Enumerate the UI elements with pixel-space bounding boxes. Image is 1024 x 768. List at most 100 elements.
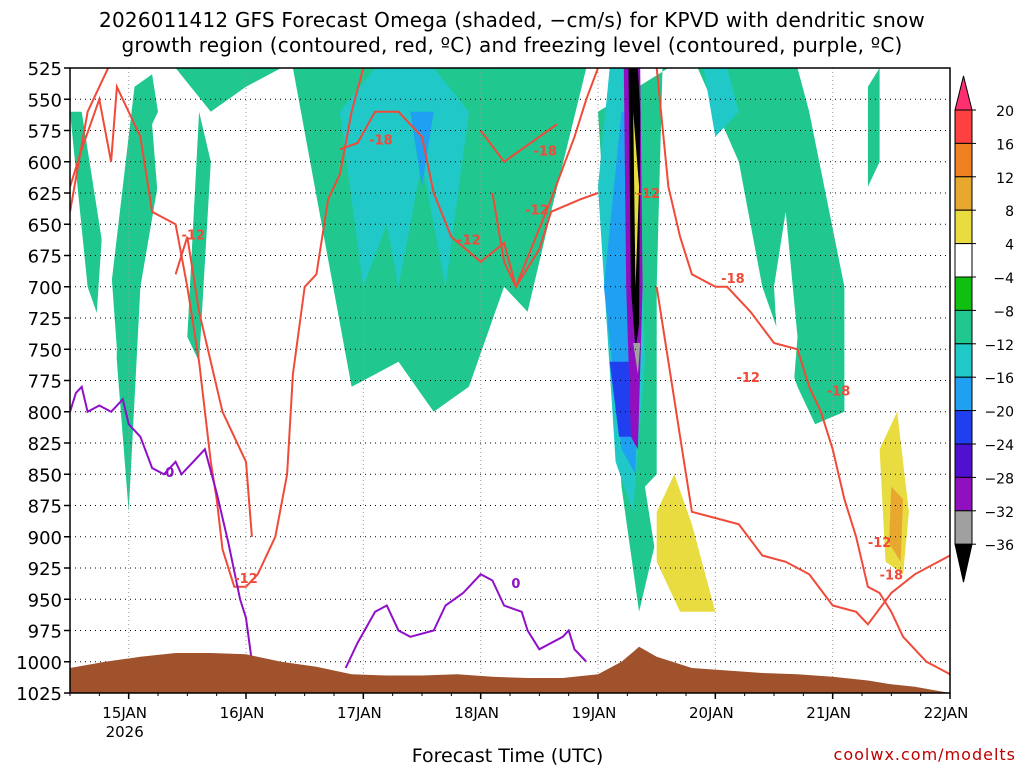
y-tick-label-725: 725 <box>28 309 62 330</box>
dgz-label-8: -18 <box>827 385 851 400</box>
y-tick-label-575: 575 <box>28 122 62 143</box>
colorbar-label-9: −20 <box>984 405 1014 421</box>
y-tick-label-600: 600 <box>28 153 62 174</box>
omega-shading <box>70 68 945 675</box>
y-tick-label-900: 900 <box>28 528 62 549</box>
dgz-label-10: -18 <box>880 568 904 583</box>
colorbar-label-0: 20 <box>996 104 1014 120</box>
colorbar-label-4: 4 <box>1005 238 1014 254</box>
colorbar-label-2: 12 <box>996 171 1014 187</box>
omega-region--8-0 <box>70 74 164 512</box>
dgz-label-6: -18 <box>721 272 745 287</box>
y-tick-label-750: 750 <box>28 340 62 361</box>
omega-region-4-7 <box>644 286 945 675</box>
omega-region--32-0 <box>633 343 641 375</box>
colorbar-swatch-9 <box>954 376 973 412</box>
x-tick-label-21JAN: 21JAN <box>806 704 851 722</box>
colorbar-swatch-8 <box>954 343 973 378</box>
dgz-label-2: -12 <box>457 233 481 248</box>
x-tick-label-18JAN: 18JAN <box>454 704 499 722</box>
y-tick-label-950: 950 <box>28 590 62 611</box>
omega-region-4-4 <box>345 436 376 650</box>
freezing-contour-1 <box>344 573 588 669</box>
y-tick-label-975: 975 <box>28 622 62 643</box>
terrain-fill <box>70 646 950 693</box>
y-tick-label-925: 925 <box>28 559 62 580</box>
y-tick-label-850: 850 <box>28 465 62 486</box>
colorbar-label-7: −12 <box>984 338 1014 354</box>
dgz-label-5: -12 <box>637 187 661 202</box>
colorbar-label-5: −4 <box>993 271 1014 287</box>
dendritic-growth-contours <box>70 68 950 676</box>
dgz-contour-3 <box>339 68 599 290</box>
dgz-label-9: -12 <box>868 536 892 551</box>
omega-region-12-0 <box>889 486 904 562</box>
colorbar-label-6: −8 <box>993 304 1014 320</box>
colorbar-label-13: −36 <box>984 538 1014 554</box>
dgz-contour-6 <box>655 68 950 676</box>
freezing-label-0: 0 <box>165 466 174 481</box>
omega-region--8-4 <box>697 68 845 425</box>
colorbar-swatch-1 <box>954 109 973 144</box>
omega-region--8-1 <box>175 68 282 112</box>
freezing-contour-0 <box>70 384 259 675</box>
colorbar-label-3: 8 <box>1005 204 1014 220</box>
colorbar-swatch-7 <box>954 309 973 345</box>
colorbar-swatch-6 <box>954 276 973 311</box>
omega-region-4-3 <box>257 436 352 650</box>
y-tick-label-1025: 1025 <box>16 684 62 705</box>
freezing-level-contour <box>70 384 588 675</box>
terrain-surface <box>70 646 950 693</box>
omega-region--36-0 <box>628 68 641 350</box>
dgz-label-3: -12 <box>525 203 549 218</box>
contour-labels: -12 -18 -12 -12 -18 -12 -18 -12 -18 -12 -18 -12 0 0 <box>165 133 903 592</box>
dgz-contour-5 <box>491 192 599 289</box>
y-tick-label-550: 550 <box>28 90 62 111</box>
colorbar-swatch-10 <box>954 410 973 445</box>
y-tick-label-1000: 1000 <box>16 653 62 674</box>
y-tick-label-700: 700 <box>28 278 62 299</box>
dgz-label-7: -12 <box>736 371 760 386</box>
y-tick-label-650: 650 <box>28 215 62 236</box>
colorbar-top-arrow <box>954 75 973 111</box>
colorbar-label-1: 16 <box>996 137 1014 153</box>
colorbar-bottom-arrow <box>954 543 973 583</box>
y-tick-label-525: 525 <box>28 59 62 80</box>
colorbar-swatch-5 <box>954 243 973 278</box>
dgz-label-1: -18 <box>369 133 393 148</box>
x-tick-label-16JAN: 16JAN <box>220 704 265 722</box>
x-tick-label-15JAN: 15JAN <box>102 704 147 722</box>
site-credit-link[interactable]: coolwx.com/modelts <box>833 745 1016 764</box>
colorbar-swatch-13 <box>954 510 973 545</box>
omega-region-4-6 <box>539 436 552 650</box>
colorbar-swatch-4 <box>954 209 973 245</box>
chart-title-line-2: growth region (contoured, red, ºC) and f… <box>121 33 903 57</box>
y-tick-label-825: 825 <box>28 434 62 455</box>
colorbar-label-12: −32 <box>984 505 1014 521</box>
omega-region--12-0 <box>339 68 469 287</box>
dgz-label-11: -12 <box>234 572 258 587</box>
colorbar-label-11: −28 <box>984 471 1014 487</box>
omega-region--12-2 <box>703 68 739 137</box>
colorbar-label-8: −16 <box>984 371 1014 387</box>
colorbar-swatch-11 <box>954 443 973 478</box>
y-tick-label-625: 625 <box>28 184 62 205</box>
omega-region-4-5 <box>468 361 505 625</box>
y-tick-label-875: 875 <box>28 497 62 518</box>
pressure-axis: 525 550 575 600 625 650 675 700 725 750 775 800 825 8… <box>16 59 70 705</box>
dgz-contour-4 <box>479 123 558 164</box>
dgz-label-4: -18 <box>533 145 557 160</box>
x-tick-label-19JAN: 19JAN <box>572 704 617 722</box>
dgz-contour-1 <box>70 68 365 588</box>
y-tick-label-675: 675 <box>28 247 62 268</box>
y-tick-label-775: 775 <box>28 372 62 393</box>
x-tick-label-17JAN: 17JAN <box>337 704 382 722</box>
colorbar-label-10: −24 <box>984 438 1014 454</box>
dgz-contour-2 <box>174 236 253 537</box>
chart-title-line-1: 2026011412 GFS Forecast Omega (shaded, −… <box>99 8 925 32</box>
omega-region--8-6 <box>187 111 211 362</box>
omega-region-4-1 <box>152 86 170 275</box>
dgz-contour-7 <box>655 286 950 626</box>
